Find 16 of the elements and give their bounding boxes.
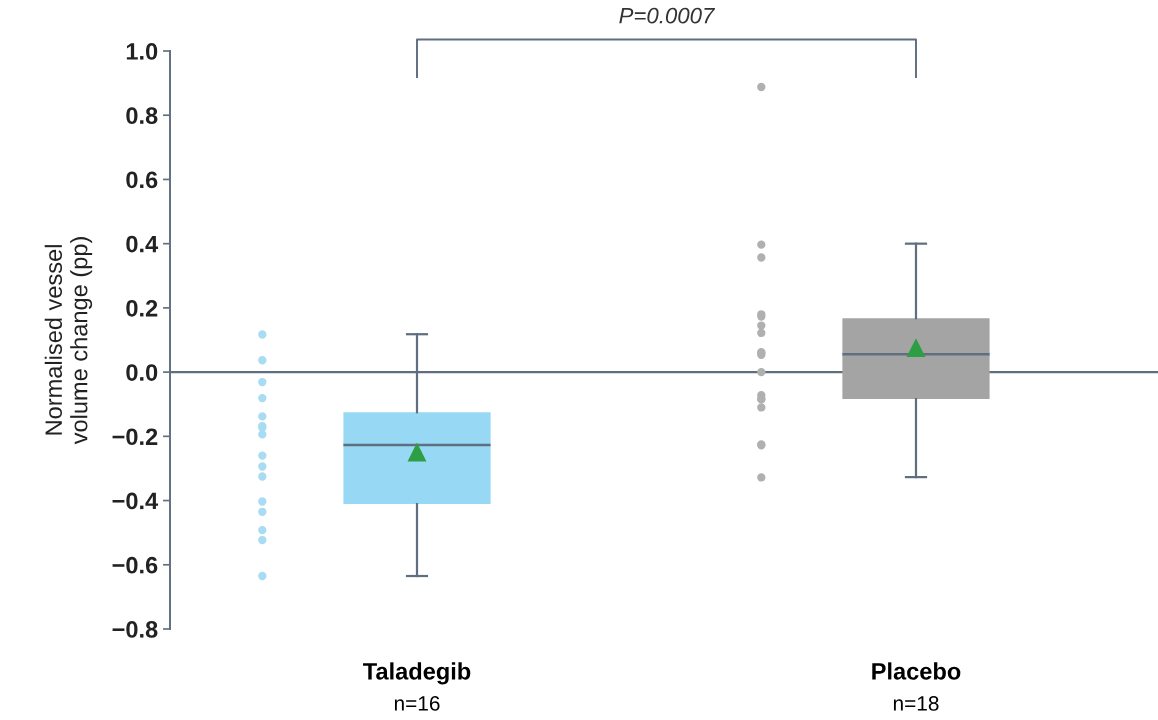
- y-tick-label: 0.2: [126, 299, 158, 317]
- y-tick-label: 1.0: [126, 43, 158, 60]
- text: P=0.0007: [619, 7, 716, 24]
- y-axis-title: Normalised vessel volume change (pp): [44, 237, 93, 445]
- y-tick-label: 0.4: [126, 235, 159, 253]
- y-tick-label: −0.2: [112, 428, 158, 446]
- y-tick-label: 0.8: [126, 107, 158, 125]
- y-tick-label: −0.8: [112, 621, 158, 638]
- y-tick-label: 0.0: [126, 364, 158, 381]
- x-tick-label: Taladegib: [363, 662, 471, 685]
- x-tick-label: Placebo: [872, 662, 961, 680]
- text: n=18: [893, 696, 939, 711]
- y-tick-label: −0.4: [112, 492, 159, 510]
- y-tick-label: 0.6: [126, 171, 158, 189]
- text: n=16: [394, 696, 440, 711]
- y-tick-label: −0.6: [112, 556, 158, 574]
